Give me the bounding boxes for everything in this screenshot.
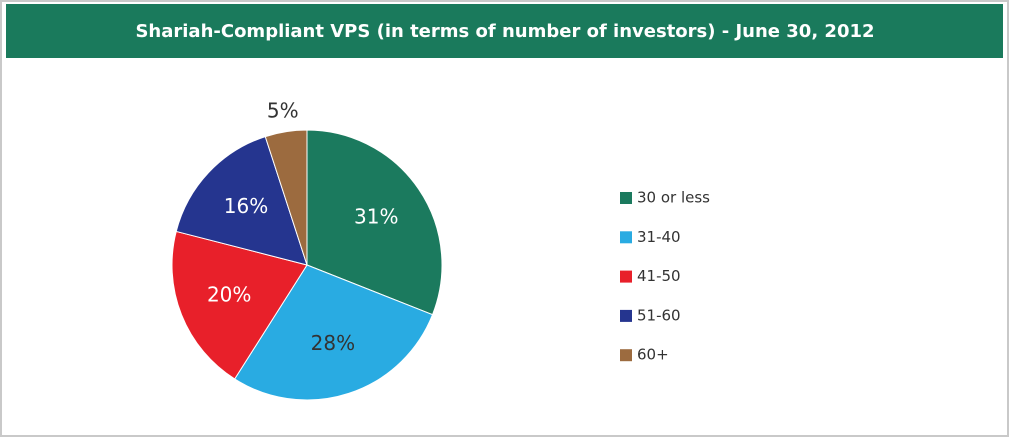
pie-slice xyxy=(264,129,308,266)
legend-label: 60+ xyxy=(637,346,669,364)
legend-swatch xyxy=(620,231,632,244)
legend-label: 51-60 xyxy=(637,306,681,324)
legend-swatch xyxy=(620,349,632,362)
legend-swatch xyxy=(620,270,632,283)
pie-slice xyxy=(233,264,434,401)
pie-slice xyxy=(171,230,308,380)
pie-slice xyxy=(175,135,308,266)
data-label: 16% xyxy=(224,194,268,218)
legend-label: 41-50 xyxy=(637,267,681,285)
data-label: 31% xyxy=(354,204,398,228)
data-label: 20% xyxy=(207,282,251,306)
data-label: 5% xyxy=(267,98,299,122)
data-label: 28% xyxy=(311,331,355,355)
legend-swatch xyxy=(620,192,632,204)
legend: 30 or less 31-40 41-50 51-60 60+ xyxy=(620,189,710,364)
pie-slice xyxy=(306,129,443,316)
legend-label: 31-40 xyxy=(637,228,681,246)
title-bar xyxy=(6,4,1003,58)
chart-title: Shariah-Compliant VPS (in terms of numbe… xyxy=(135,21,874,42)
legend-swatch xyxy=(620,309,632,322)
legend-label: 30 or less xyxy=(637,189,710,207)
pie: 31% 28% 20% 16% 5% xyxy=(171,98,443,401)
